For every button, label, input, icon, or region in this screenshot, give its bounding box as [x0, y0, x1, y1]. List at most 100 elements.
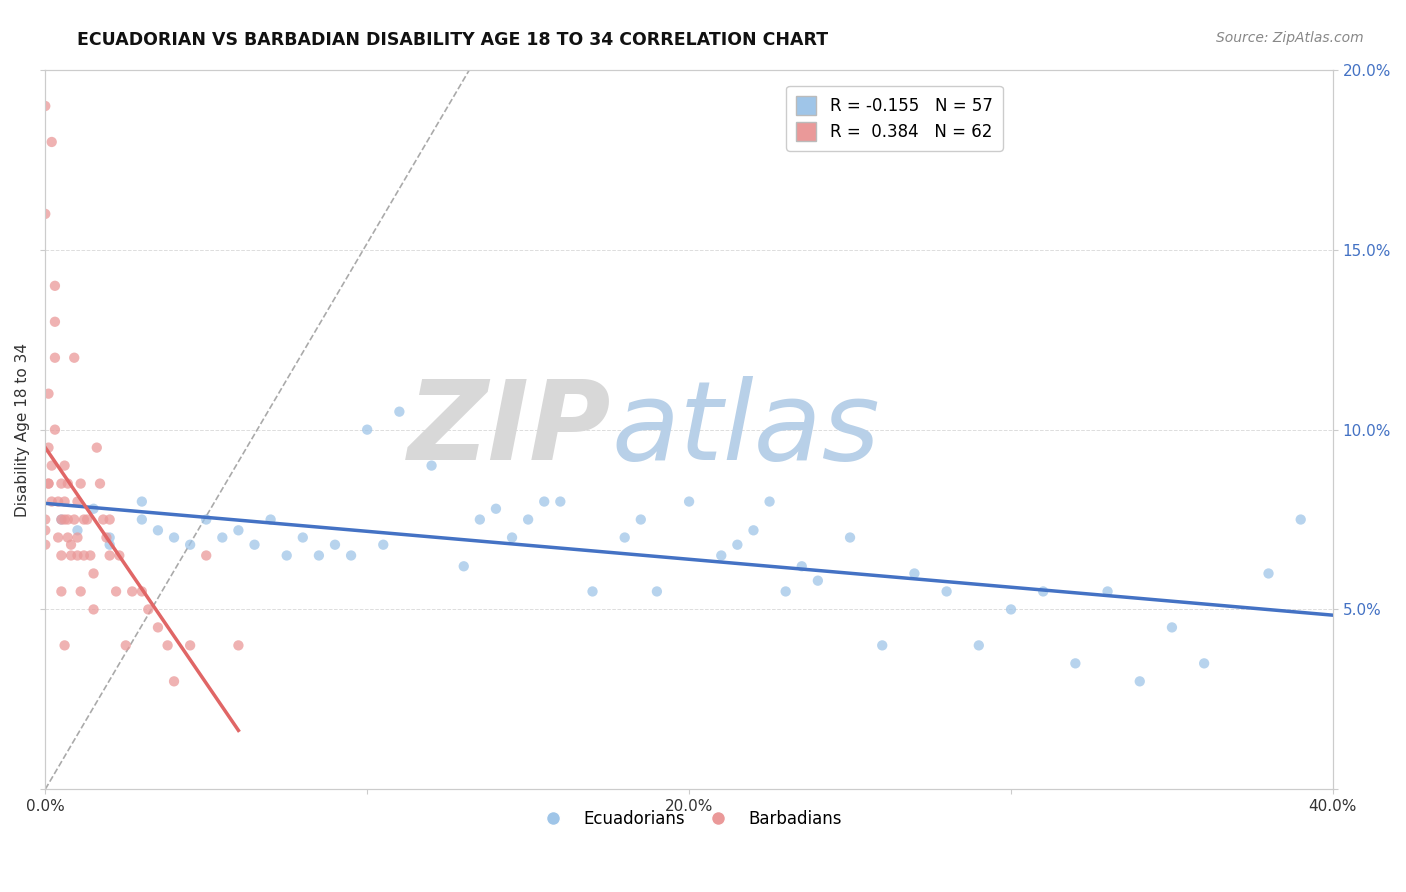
Point	[41, 494, 63, 508]
Point	[121, 584, 143, 599]
Point	[34, 99, 56, 113]
Point	[308, 549, 330, 563]
Point	[742, 524, 765, 538]
Point	[76, 512, 98, 526]
Point	[388, 405, 411, 419]
Point	[501, 531, 523, 545]
Point	[790, 559, 813, 574]
Point	[34, 207, 56, 221]
Point	[105, 584, 128, 599]
Point	[163, 531, 186, 545]
Point	[114, 639, 136, 653]
Point	[34, 538, 56, 552]
Text: ZIP: ZIP	[408, 376, 612, 483]
Point	[41, 135, 63, 149]
Point	[56, 512, 79, 526]
Point	[60, 549, 83, 563]
Point	[179, 639, 201, 653]
Point	[179, 538, 201, 552]
Point	[613, 531, 636, 545]
Point	[228, 639, 250, 653]
Point	[98, 538, 121, 552]
Point	[83, 566, 105, 581]
Point	[373, 538, 395, 552]
Point	[73, 512, 96, 526]
Point	[645, 584, 668, 599]
Point	[66, 524, 89, 538]
Point	[51, 476, 73, 491]
Point	[51, 549, 73, 563]
Point	[34, 512, 56, 526]
Point	[37, 476, 59, 491]
Point	[98, 512, 121, 526]
Point	[870, 639, 893, 653]
Point	[53, 639, 76, 653]
Point	[163, 674, 186, 689]
Point	[66, 494, 89, 508]
Point	[37, 441, 59, 455]
Point	[276, 549, 298, 563]
Point	[34, 524, 56, 538]
Point	[91, 512, 114, 526]
Text: ECUADORIAN VS BARBADIAN DISABILITY AGE 18 TO 34 CORRELATION CHART: ECUADORIAN VS BARBADIAN DISABILITY AGE 1…	[77, 31, 828, 49]
Point	[56, 476, 79, 491]
Point	[51, 512, 73, 526]
Point	[775, 584, 797, 599]
Point	[356, 423, 378, 437]
Point	[96, 531, 118, 545]
Text: Source: ZipAtlas.com: Source: ZipAtlas.com	[1216, 31, 1364, 45]
Point	[146, 620, 169, 634]
Point	[259, 512, 281, 526]
Point	[211, 531, 233, 545]
Point	[44, 423, 66, 437]
Point	[131, 494, 153, 508]
Point	[1032, 584, 1054, 599]
Point	[935, 584, 957, 599]
Point	[53, 512, 76, 526]
Point	[131, 512, 153, 526]
Point	[66, 531, 89, 545]
Point	[63, 512, 86, 526]
Point	[468, 512, 491, 526]
Point	[53, 458, 76, 473]
Point	[1192, 657, 1215, 671]
Point	[156, 639, 179, 653]
Point	[46, 531, 69, 545]
Point	[1257, 566, 1279, 581]
Point	[725, 538, 748, 552]
Point	[323, 538, 346, 552]
Point	[44, 315, 66, 329]
Legend: Ecuadorians, Barbadians: Ecuadorians, Barbadians	[530, 804, 848, 835]
Point	[243, 538, 266, 552]
Point	[108, 549, 131, 563]
Point	[44, 351, 66, 365]
Point	[37, 386, 59, 401]
Point	[86, 441, 108, 455]
Point	[485, 501, 508, 516]
Point	[1289, 512, 1312, 526]
Y-axis label: Disability Age 18 to 34: Disability Age 18 to 34	[15, 343, 30, 516]
Point	[79, 549, 101, 563]
Point	[51, 512, 73, 526]
Point	[903, 566, 925, 581]
Point	[46, 494, 69, 508]
Point	[195, 512, 218, 526]
Point	[807, 574, 830, 588]
Point	[758, 494, 780, 508]
Point	[63, 351, 86, 365]
Point	[420, 458, 443, 473]
Point	[710, 549, 733, 563]
Point	[581, 584, 603, 599]
Point	[51, 584, 73, 599]
Point	[83, 602, 105, 616]
Point	[60, 538, 83, 552]
Point	[291, 531, 314, 545]
Point	[1161, 620, 1184, 634]
Point	[550, 494, 572, 508]
Point	[228, 524, 250, 538]
Point	[37, 476, 59, 491]
Point	[41, 458, 63, 473]
Point	[195, 549, 218, 563]
Point	[56, 531, 79, 545]
Point	[73, 549, 96, 563]
